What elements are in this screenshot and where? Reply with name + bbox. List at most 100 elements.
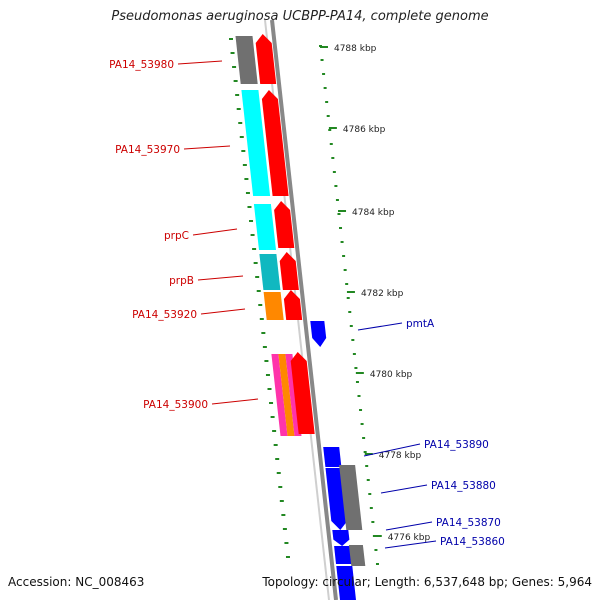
tick-dot-right [322,73,326,75]
forward-gene-arrow-2 [274,201,295,248]
map-title: Pseudomonas aeruginosa UCBPP-PA14, compl… [111,9,489,24]
reverse-gene-block-4 [336,566,356,600]
scale-tick [373,535,382,537]
tick-dot-right [363,451,367,453]
tick-dot-right [339,227,343,229]
tick-dot-right [329,143,333,145]
tick-dot-right [352,353,356,355]
reverse-gene-gray-a [339,465,363,530]
tick-dot-right [374,549,378,551]
tick-dot-left [279,500,284,502]
tick-dot-right [354,367,358,369]
tick-dot-right [337,213,341,215]
tick-dot-left [250,234,255,236]
tick-dot-left [230,52,235,54]
gene-label-line [363,443,421,457]
gene-label-line [192,228,238,236]
tick-dot-right [334,185,338,187]
gene-block-prpb [259,254,281,290]
gene-label-pa14_53880: PA14_53880 [431,480,496,492]
gene-label-line [385,521,433,531]
scale-tick [364,453,373,455]
tick-dot-left [278,486,283,488]
tick-dot-left [255,276,260,278]
tick-dot-left [261,332,266,334]
tick-dot-left [242,164,247,166]
forward-gene-arrow-1 [261,90,289,196]
tick-dot-right [359,409,363,411]
reverse-gene-gray-b [348,545,366,566]
gene-label-prpc: prpC [164,230,189,242]
gene-label-line [357,322,403,331]
tick-dot-left [239,136,244,138]
scale-label: 4786 kbp [343,125,386,135]
tick-dot-right [320,59,324,61]
tick-dot-right [355,381,359,383]
tick-dot-left [272,430,277,432]
tick-dot-left [247,206,252,208]
tick-dot-left [245,192,250,194]
tick-dot-right [331,157,335,159]
tick-dot-left [241,150,246,152]
gene-block-53900-b [278,354,295,436]
scale-label: 4776 kbp [388,533,431,543]
gene-label-line [197,275,244,281]
tick-dot-left [265,374,270,376]
scale-tick [346,291,355,293]
tick-dot-right [346,297,350,299]
tick-dot-left [244,178,249,180]
tick-dot-left [229,38,233,40]
tick-dot-right [348,311,352,313]
scale-label: 4780 kbp [370,370,413,380]
scale-tick [355,372,364,374]
tick-dot-right [351,339,355,341]
gene-label-line [177,60,223,65]
tick-dot-right [366,479,370,481]
tick-dot-left [253,262,258,264]
tick-dot-right [360,423,364,425]
tick-dot-right [362,437,366,439]
tick-dot-right [357,395,361,397]
tick-dot-right [371,521,375,523]
tick-dot-left [264,360,269,362]
gene-label-pmta: pmtA [406,318,435,330]
scale-label: 4788 kbp [334,44,377,54]
tick-dot-right [349,325,353,327]
gene-label-line [380,484,428,494]
gene-block-53900-a [271,354,288,436]
tick-dot-right [343,269,347,271]
gene-label-pa14_53980: PA14_53980 [109,59,174,71]
tick-dot-right [323,87,327,89]
tick-dot-left [238,122,243,124]
tick-dot-right [325,101,329,103]
tick-dot-left [262,346,267,348]
gene-block-prpc [253,204,276,250]
tick-dot-right [326,115,330,117]
gene-label-line [211,398,259,405]
forward-gene-arrow-4 [283,290,303,320]
tick-dot-left [273,444,278,446]
gene-label-pa14_53920: PA14_53920 [132,309,197,321]
gene-block-53920 [263,292,284,320]
topology-text: Topology: circular; Length: 6,537,648 bp… [262,575,592,589]
tick-dot-right [335,199,339,201]
tick-dot-left [258,304,263,306]
tick-dot-left [270,416,275,418]
tick-dot-right [369,507,373,509]
gene-block-53980 [235,36,258,84]
gene-label-prpb: prpB [169,275,194,287]
tick-dot-left [281,514,286,516]
forward-gene-arrow-5 [290,352,315,434]
tick-dot-left [284,542,289,544]
tick-dot-left [275,458,280,460]
tick-dot-left [259,318,264,320]
gene-label-line [384,540,437,549]
tick-dot-left [269,402,274,404]
gene-label-pa14_53970: PA14_53970 [115,144,180,156]
reverse-gene-block-3 [334,546,352,564]
tick-dot-right [328,129,332,131]
scale-tick [338,210,347,212]
tick-dot-left [282,528,287,530]
